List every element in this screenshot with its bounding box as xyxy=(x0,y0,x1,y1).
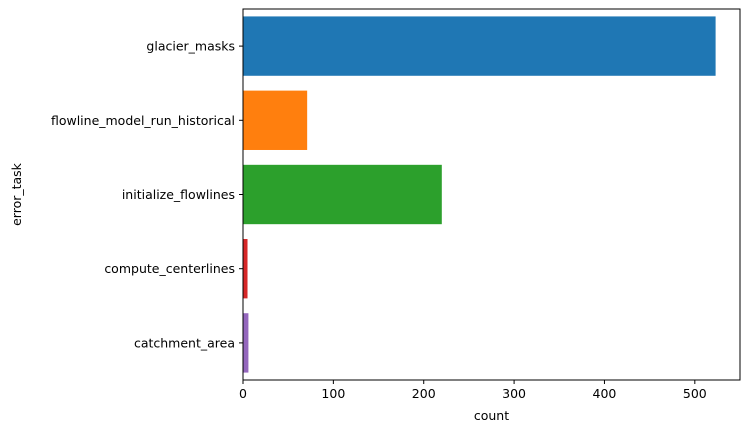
y-tick-label: flowline_model_run_historical xyxy=(51,113,235,128)
plot-frame xyxy=(242,8,741,381)
y-tick-label: catchment_area xyxy=(134,335,235,350)
x-axis-label: count xyxy=(474,408,509,423)
y-axis-ticks: glacier_masks flowline_model_run_historic… xyxy=(51,39,243,350)
bars-group xyxy=(243,16,716,373)
bar-flowline-model-run-historical xyxy=(243,90,308,150)
x-tick-label: 400 xyxy=(593,386,617,401)
x-tick-label: 0 xyxy=(239,386,247,401)
x-axis-ticks: 0 100 200 300 400 500 xyxy=(239,380,707,401)
bar-initialize-flowlines xyxy=(243,164,442,225)
y-tick-label: glacier_masks xyxy=(146,39,235,54)
y-tick-label: initialize_flowlines xyxy=(122,187,235,202)
bar-compute-centerlines xyxy=(243,239,248,299)
x-tick-label: 500 xyxy=(683,386,707,401)
x-tick-label: 200 xyxy=(412,386,436,401)
y-axis-label: error_task xyxy=(9,162,24,226)
x-tick-label: 300 xyxy=(502,386,526,401)
bar-glacier-masks xyxy=(243,16,716,76)
x-tick-label: 100 xyxy=(321,386,345,401)
bar-catchment-area xyxy=(243,313,249,373)
y-tick-label: compute_centerlines xyxy=(104,261,235,276)
